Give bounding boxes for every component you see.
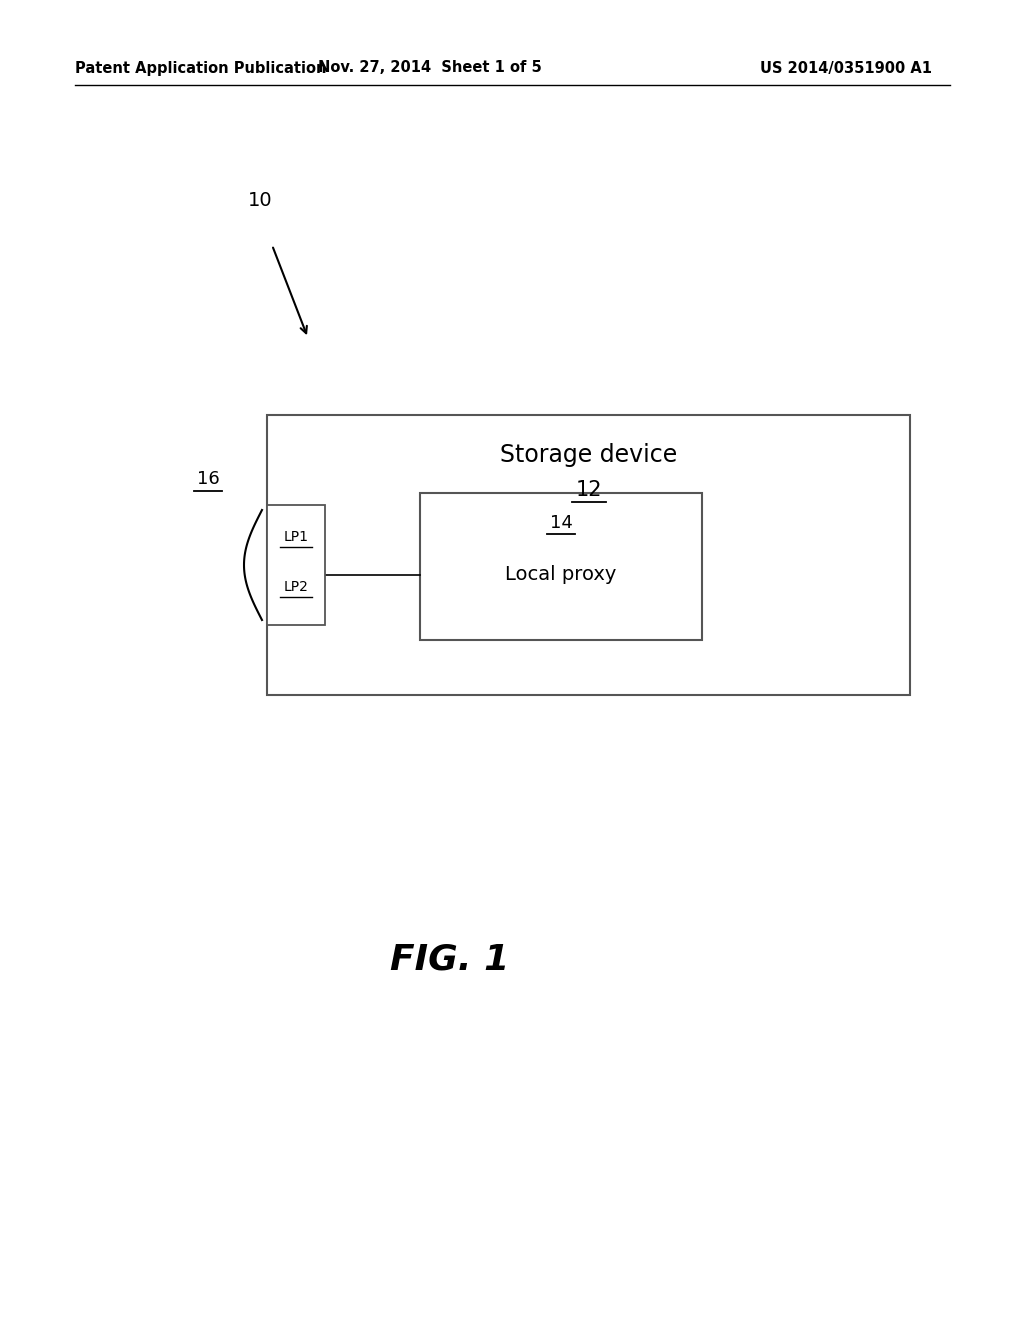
Text: FIG. 1: FIG. 1: [390, 942, 510, 977]
Text: 12: 12: [575, 480, 602, 500]
Text: 16: 16: [197, 470, 219, 488]
Text: US 2014/0351900 A1: US 2014/0351900 A1: [760, 61, 932, 75]
Text: LP2: LP2: [284, 579, 308, 594]
Bar: [267, 414, 910, 696]
Bar: [267, 506, 325, 624]
Text: 10: 10: [248, 191, 272, 210]
Text: Local proxy: Local proxy: [505, 565, 616, 585]
Text: Patent Application Publication: Patent Application Publication: [75, 61, 327, 75]
Bar: [420, 492, 702, 640]
Text: Nov. 27, 2014  Sheet 1 of 5: Nov. 27, 2014 Sheet 1 of 5: [318, 61, 542, 75]
Text: LP1: LP1: [284, 531, 308, 544]
Text: Storage device: Storage device: [500, 444, 677, 467]
Text: 14: 14: [550, 513, 572, 532]
